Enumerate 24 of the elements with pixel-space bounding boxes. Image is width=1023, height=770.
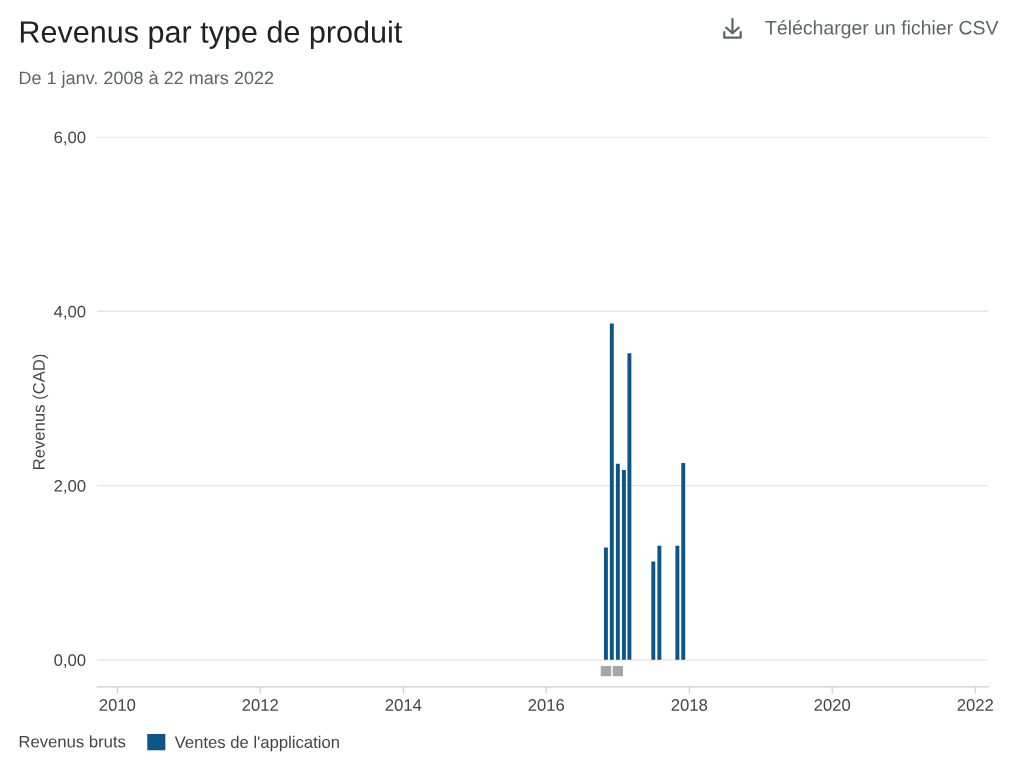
y-tick-label: 0,00 (54, 654, 86, 668)
x-tick-label: 2014 (385, 699, 422, 711)
x-tick-label: 2018 (671, 699, 708, 711)
x-tick-label: 2012 (242, 699, 278, 711)
legend-title: Revenus bruts (19, 735, 126, 748)
bar (615, 463, 620, 660)
bar (651, 561, 656, 660)
bar (675, 545, 680, 660)
x-tick-label: 2020 (814, 699, 851, 711)
y-axis-title: Revenus (CAD) (32, 354, 49, 469)
bar (609, 323, 614, 660)
legend-label: Ventes de l'application (174, 735, 339, 752)
chart-subtitle: De 1 janv. 2008 à 22 mars 2022 (19, 70, 274, 88)
bar (603, 547, 608, 660)
bar (657, 545, 662, 660)
x-tick-label: 2022 (957, 699, 993, 711)
y-tick-label: 4,00 (54, 305, 86, 320)
x-tick-label: 2010 (99, 699, 136, 711)
text: Télécharger un fichier CSV (765, 20, 999, 39)
x-tick-label: 2016 (528, 699, 565, 711)
y-tick-label: 2,00 (54, 479, 86, 494)
bar (681, 462, 686, 660)
chart-title: Revenus par type de produit (20, 20, 403, 49)
y-tick-label: 6,00 (54, 131, 86, 146)
